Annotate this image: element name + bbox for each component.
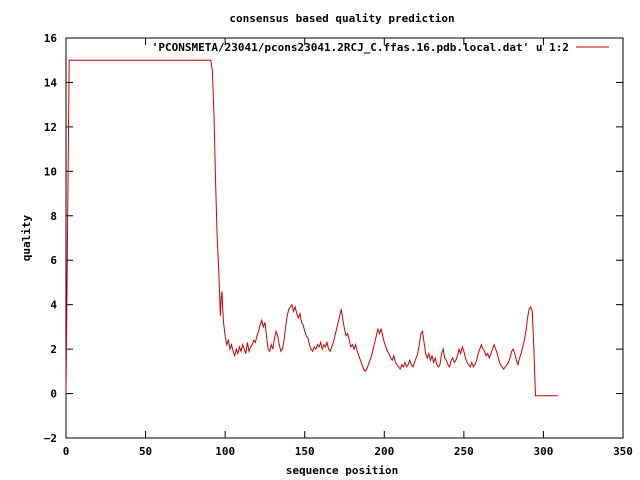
y-tick-label: 0 xyxy=(50,388,57,401)
y-tick-label: 12 xyxy=(44,121,57,134)
y-tick-label: 4 xyxy=(50,299,57,312)
series-line xyxy=(65,59,558,397)
y-axis: −2 0 2 4 6 8 10 12 14 16 xyxy=(44,32,623,445)
x-tick-label: 150 xyxy=(295,445,315,458)
x-tick-label: 250 xyxy=(454,445,474,458)
x-tick-label: 300 xyxy=(533,445,553,458)
y-tick-label: 16 xyxy=(44,32,58,45)
x-axis-label: sequence position xyxy=(286,464,399,477)
y-tick-label: 14 xyxy=(44,76,58,89)
x-tick-label: 350 xyxy=(613,445,633,458)
y-tick-label: 8 xyxy=(50,210,57,223)
legend-label: 'PCONSMETA/23041/pcons23041.2RCJ_C.ffas.… xyxy=(152,41,569,54)
legend: 'PCONSMETA/23041/pcons23041.2RCJ_C.ffas.… xyxy=(152,41,609,54)
y-tick-label: 6 xyxy=(50,254,57,267)
chart-title: consensus based quality prediction xyxy=(229,12,454,25)
series-group xyxy=(65,59,558,397)
y-tick-label: −2 xyxy=(44,432,57,445)
x-tick-label: 200 xyxy=(374,445,394,458)
x-tick-label: 50 xyxy=(139,445,152,458)
y-tick-label: 10 xyxy=(44,165,57,178)
plot-frame xyxy=(65,37,624,439)
x-tick-label: 0 xyxy=(63,445,70,458)
x-tick-label: 100 xyxy=(215,445,235,458)
x-axis: 0 50 100 150 200 250 300 350 xyxy=(63,38,633,458)
y-tick-label: 2 xyxy=(50,343,57,356)
y-axis-label: quality xyxy=(20,214,33,261)
